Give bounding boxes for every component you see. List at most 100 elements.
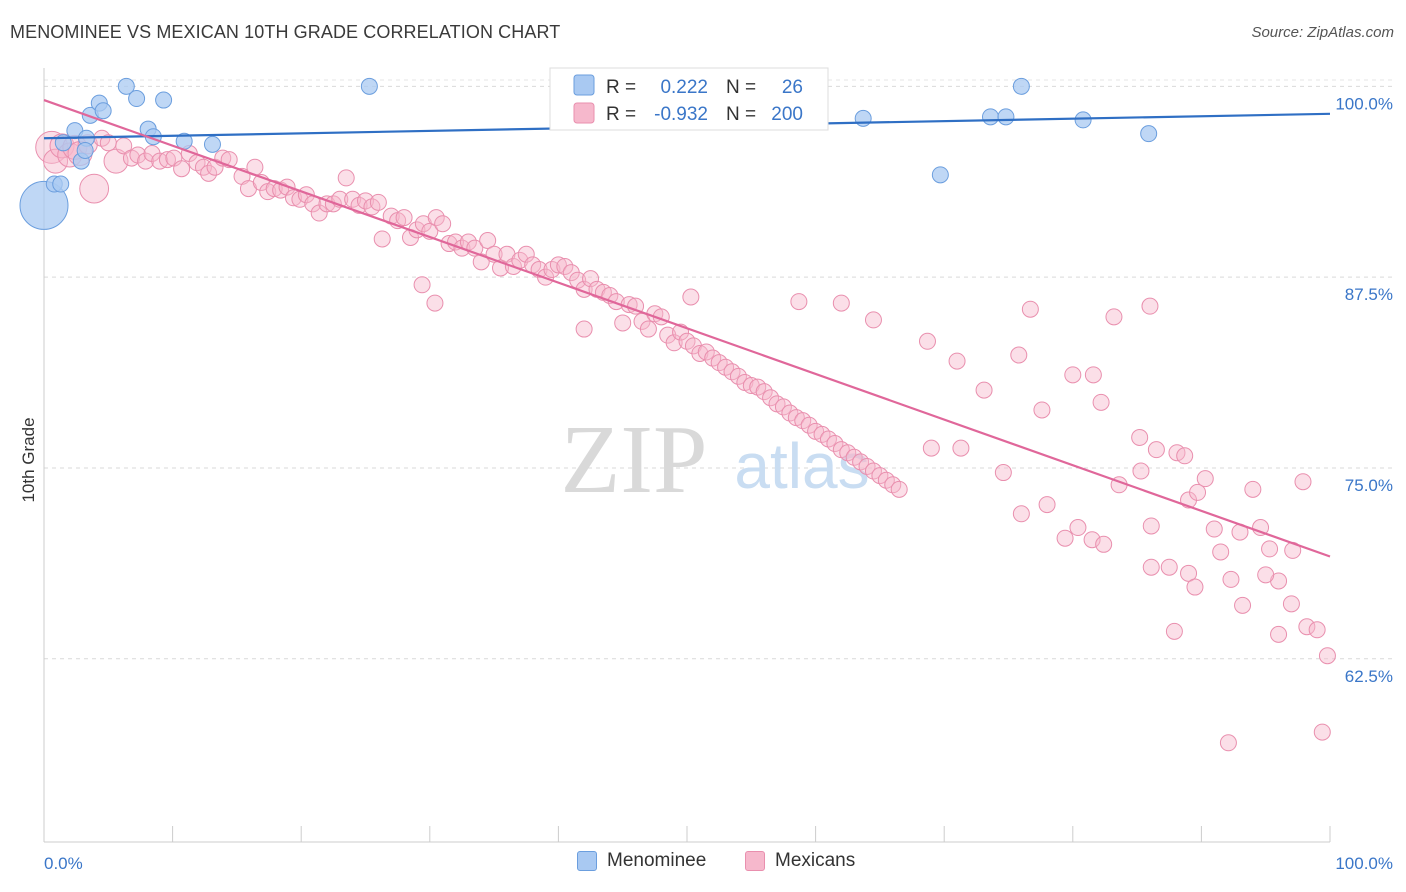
mexicans-point <box>1142 517 1160 535</box>
menominee-point <box>203 135 221 153</box>
menominee-point <box>1012 77 1030 95</box>
legend-item-menominee: Menominee <box>577 850 706 872</box>
mexicans-point <box>1176 447 1194 465</box>
y-tick-label: 75.0% <box>1345 476 1393 495</box>
menominee-point <box>931 166 949 184</box>
mexicans-point <box>447 233 465 251</box>
menominee-point <box>981 108 999 126</box>
mexicans-point <box>1294 473 1312 491</box>
legend-bottom-label-mexicans: Mexicans <box>775 850 856 871</box>
mexicans-point <box>569 271 587 289</box>
mexicans-point <box>200 164 218 182</box>
x-tick-label: 100.0% <box>1335 854 1393 873</box>
mexicans-point <box>556 257 574 275</box>
mexicans-point <box>1318 647 1336 665</box>
source-label: Source: ZipAtlas.com <box>1251 24 1394 41</box>
mexicans-point <box>1012 505 1030 523</box>
legend-top: R = 0.222 N = 26 R = -0.932 N = 200 <box>549 67 829 131</box>
mexicans-point <box>614 314 632 332</box>
mexicans-point <box>864 311 882 329</box>
mexicans-point <box>1160 558 1178 576</box>
mexicans-point <box>1033 401 1051 419</box>
mexicans-point <box>729 367 747 385</box>
menominee-point <box>76 141 94 159</box>
y-tick-label: 87.5% <box>1345 285 1393 304</box>
mexicans-point <box>413 276 431 294</box>
mexicans-point <box>575 320 593 338</box>
legend-n-label-1: N = <box>726 77 756 98</box>
mexicans-point <box>762 389 780 407</box>
mexicans-trend-line <box>43 99 1331 558</box>
legend-swatch-mexicans <box>573 102 595 124</box>
mexicans-point <box>994 464 1012 482</box>
legend-r-label-2: R = <box>606 104 636 125</box>
mexicans-point <box>549 256 567 274</box>
mexicans-point <box>395 209 413 227</box>
mexicans-point <box>774 398 792 416</box>
legend-bottom-swatch-menominee <box>577 851 597 871</box>
mexicans-point <box>158 151 176 169</box>
mexicans-point <box>691 344 709 362</box>
menominee-point <box>155 91 173 109</box>
watermark-zip: ZIP <box>561 406 708 514</box>
mexicans-point <box>832 294 850 312</box>
watermark: ZIP atlas <box>561 406 870 514</box>
mexicans-point <box>1257 566 1275 584</box>
menominee-point <box>52 175 70 193</box>
mexicans-point <box>948 352 966 370</box>
chart-title: MENOMINEE VS MEXICAN 10TH GRADE CORRELAT… <box>10 22 561 42</box>
data-points <box>19 77 1336 752</box>
mexicans-point <box>1142 558 1160 576</box>
menominee-point <box>1140 125 1158 143</box>
mexicans-point <box>890 480 908 498</box>
mexicans-point <box>1010 346 1028 364</box>
mexicans-point <box>826 435 844 453</box>
legend-r-value-2: -0.932 <box>654 104 708 125</box>
y-tick-label: 100.0% <box>1335 94 1393 113</box>
mexicans-point <box>517 245 535 263</box>
mexicans-point <box>472 253 490 271</box>
menominee-point <box>128 90 146 108</box>
mexicans-point <box>1147 441 1165 459</box>
mexicans-point <box>1105 308 1123 326</box>
mexicans-point <box>1084 366 1102 384</box>
mexicans-point <box>697 343 715 361</box>
mexicans-point <box>1282 595 1300 613</box>
mexicans-point <box>43 148 69 174</box>
mexicans-point <box>115 137 133 155</box>
legend-n-value-2: 200 <box>771 104 803 125</box>
legend-top-box <box>549 67 829 131</box>
mexicans-point <box>1186 578 1204 596</box>
mexicans-point <box>952 439 970 457</box>
mexicans-point <box>1298 618 1316 636</box>
mexicans-point <box>434 215 452 233</box>
y-axis-label: 10th Grade <box>19 417 38 502</box>
mexicans-point <box>1244 480 1262 498</box>
menominee-point <box>360 77 378 95</box>
mexicans-point <box>922 439 940 457</box>
mexicans-point <box>1189 483 1207 501</box>
mexicans-point <box>1131 428 1149 446</box>
watermark-atlas: atlas <box>734 430 869 502</box>
legend-bottom-label-menominee: Menominee <box>607 850 707 871</box>
menominee-point <box>94 102 112 120</box>
mexicans-point <box>755 383 773 401</box>
mexicans-point <box>1165 622 1183 640</box>
mexicans-point <box>173 160 191 178</box>
mexicans-point <box>1092 393 1110 411</box>
menominee-point <box>19 180 69 230</box>
menominee-point <box>117 77 135 95</box>
mexicans-point <box>790 293 808 311</box>
mexicans-point <box>1141 297 1159 315</box>
mexicans-point <box>344 190 362 208</box>
mexicans-point <box>373 230 391 248</box>
mexicans-point <box>1095 535 1113 553</box>
menominee-point <box>854 109 872 127</box>
mexicans-point <box>1196 470 1214 488</box>
x-tick-label: 0.0% <box>44 854 83 873</box>
mexicans-point <box>79 173 110 204</box>
mexicans-point <box>337 169 355 187</box>
mexicans-point <box>639 320 657 338</box>
legend-swatch-menominee <box>573 74 595 96</box>
